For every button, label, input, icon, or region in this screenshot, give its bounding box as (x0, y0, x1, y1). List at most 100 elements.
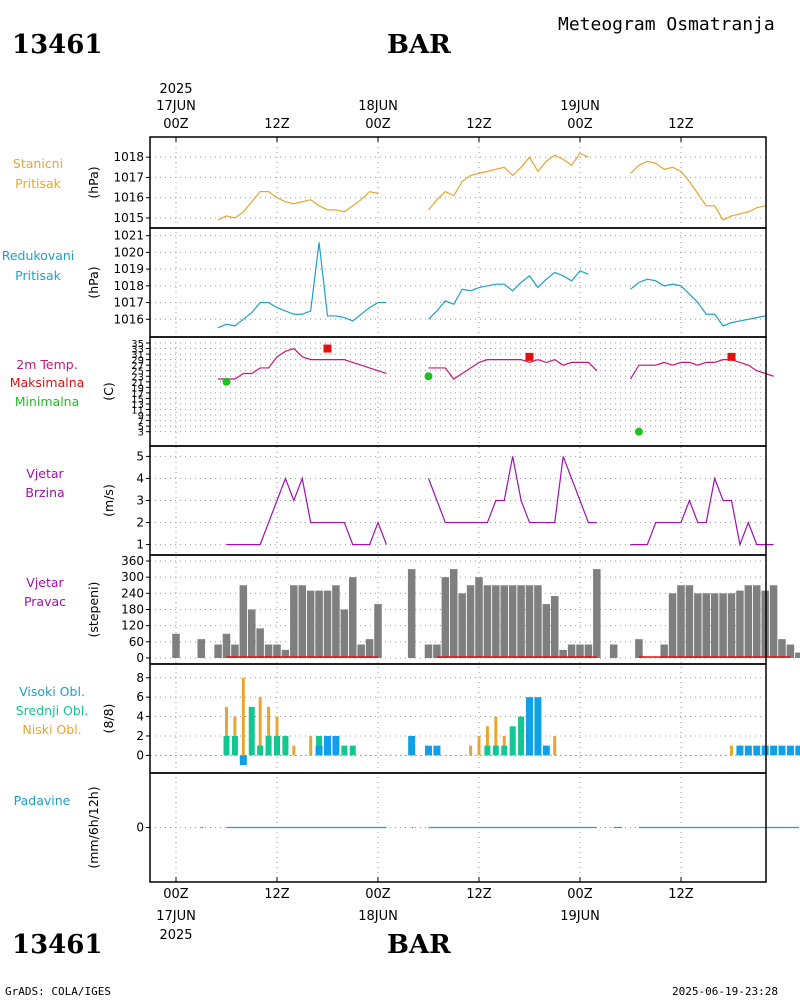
header-station-name-top: BAR (387, 30, 451, 60)
cloud-bar (258, 697, 262, 756)
cloud-bar (275, 716, 279, 756)
y-tick-label: 1021 (113, 229, 144, 243)
wind-direction-bar (559, 649, 567, 658)
cloud-bar (349, 745, 356, 756)
date-label-bottom: 19JUN (560, 909, 600, 924)
wind-direction-bar (458, 593, 466, 658)
max-temp-marker (727, 352, 736, 361)
wind-direction-bar (197, 639, 205, 658)
panel-frame-wind-speed (149, 445, 767, 556)
wind-direction-bar (483, 585, 492, 658)
panel-label-precipitation: Padavine (14, 793, 71, 808)
series-line-temperature (629, 359, 774, 380)
cloud-bar (315, 745, 323, 756)
y-tick-label: 360 (121, 554, 144, 568)
wind-direction-bar (298, 585, 306, 658)
wind-direction-bar (340, 609, 349, 658)
wind-direction-bar (424, 644, 433, 658)
wind-direction-bar (248, 609, 256, 658)
cloud-bar (292, 745, 296, 756)
series-line-reduced-pressure (428, 270, 589, 320)
y-tick-label: 0 (136, 821, 144, 835)
series-line-station-pressure (428, 152, 589, 211)
unit-label-station-pressure: (hPa) (86, 166, 101, 198)
wind-direction-bar (323, 590, 332, 658)
wind-direction-bar (584, 644, 593, 658)
cloud-bar (239, 755, 247, 766)
y-tick-label: 1018 (113, 279, 144, 293)
cloud-bar (233, 716, 237, 756)
y-tick-label: 29 (131, 356, 144, 367)
time-hour-label-bottom: 12Z (466, 887, 492, 902)
time-hour-label-bottom: 00Z (163, 887, 189, 902)
wind-direction-bar (710, 593, 719, 658)
wind-direction-bar (534, 585, 542, 658)
cloud-bar (469, 745, 473, 756)
cloud-bar (795, 745, 800, 756)
cloud-bar (484, 745, 491, 756)
cloud-bar (408, 735, 416, 756)
y-tick-label: 25 (131, 367, 144, 378)
time-hour-label-top: 00Z (567, 117, 593, 132)
y-tick-label: 11 (131, 406, 144, 417)
wind-direction-bar (576, 644, 584, 658)
cloud-bar (494, 716, 498, 756)
wind-direction-bar (761, 590, 769, 658)
wind-direction-bar (795, 652, 800, 658)
date-label-bottom: 17JUN (156, 909, 196, 924)
date-label-top: 18JUN (358, 99, 398, 114)
y-tick-label: 33 (131, 345, 144, 356)
header-station-id-bottom: 13461 (12, 930, 103, 960)
time-hour-label-top: 00Z (365, 117, 391, 132)
series-line-temperature (428, 358, 598, 380)
wind-direction-bar (281, 649, 290, 658)
time-hour-label-bottom: 12Z (264, 887, 290, 902)
y-tick-label: 8 (136, 671, 144, 685)
y-tick-label: 6 (136, 690, 144, 704)
y-tick-label: 0 (136, 748, 144, 762)
wind-direction-bar (222, 633, 231, 658)
date-label-top: 17JUN (156, 99, 196, 114)
y-tick-label: 13 (131, 400, 144, 411)
grid (175, 137, 682, 882)
y-tick-label: 23 (131, 372, 144, 383)
y-tick-label: 15 (131, 394, 144, 405)
y-tick-label: 240 (121, 586, 144, 600)
panel-label-cloud-cover: Visoki Obl. (19, 684, 85, 699)
time-hour-label-top: 12Z (264, 117, 290, 132)
min-temp-marker (634, 427, 643, 436)
panel-label-station-pressure: Pritisak (15, 176, 61, 191)
y-tick-label: 0 (136, 651, 144, 665)
unit-label-wind-speed: (m/s) (101, 484, 116, 517)
panel-label-wind-direction: Pravac (24, 594, 66, 609)
time-hour-label-top: 12Z (668, 117, 694, 132)
cloud-bar (770, 745, 778, 756)
cloud-bar (433, 745, 441, 756)
wind-direction-bar (593, 569, 601, 658)
cloud-bar (553, 735, 557, 756)
panel-label-reduced-pressure: Redukovani (2, 248, 75, 263)
wind-direction-bar (778, 639, 786, 658)
wind-direction-bar (433, 644, 441, 658)
cloud-bar (477, 735, 481, 756)
wind-direction-bar (231, 644, 239, 658)
y-tick-label: 5 (136, 449, 144, 463)
wind-direction-bar (315, 590, 323, 658)
y-tick-label: 4 (136, 710, 144, 724)
y-tick-label: 1017 (113, 170, 144, 184)
unit-label-precipitation: (mm/6h/12h) (86, 786, 101, 868)
footer-timestamp: 2025-06-19-23:28 (672, 985, 778, 998)
cloud-bar (282, 735, 289, 756)
cloud-bar (526, 697, 533, 756)
cloud-bar (761, 745, 769, 756)
y-tick-label: 1016 (113, 191, 144, 205)
min-temp-marker (222, 377, 231, 386)
y-tick-label: 2 (136, 729, 144, 743)
max-temp-marker (525, 352, 534, 361)
y-tick-label: 3 (138, 428, 144, 439)
wind-direction-bar (264, 644, 273, 658)
wind-direction-bar (475, 577, 483, 658)
wind-direction-bar (172, 633, 180, 658)
cloud-bar (267, 706, 271, 756)
